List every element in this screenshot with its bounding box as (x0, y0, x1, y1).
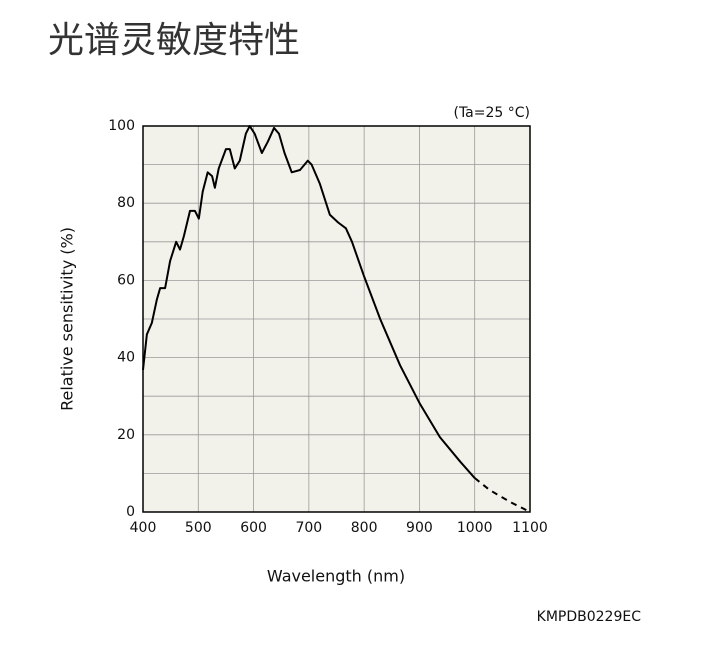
x-tick-label: 500 (185, 520, 212, 536)
x-axis-label: Wavelength (nm) (267, 567, 405, 586)
y-tick-label: 20 (117, 427, 135, 443)
y-tick-label: 40 (117, 350, 135, 366)
x-tick-label: 400 (130, 520, 157, 536)
y-tick-label: 80 (117, 195, 135, 211)
line-series (142, 125, 476, 479)
y-axis-label: Relative sensitivity (%) (58, 227, 77, 411)
chart-title: 光谱灵敏度特性 (48, 20, 300, 61)
y-tick-label: 60 (117, 272, 135, 288)
x-tick-label: 1100 (512, 520, 548, 536)
annotation: (Ta=25 °C) (453, 105, 530, 121)
x-tick-label: 700 (295, 520, 322, 536)
y-tick-label: 100 (108, 118, 135, 134)
figure-code: KMPDB0229EC (537, 609, 642, 625)
y-tick-label: 0 (126, 504, 135, 520)
x-tick-label: 800 (351, 520, 378, 536)
x-tick-label: 600 (240, 520, 267, 536)
line-series (474, 477, 531, 513)
x-tick-label: 1000 (457, 520, 493, 536)
plot-frame (142, 125, 531, 513)
x-tick-label: 900 (406, 520, 433, 536)
